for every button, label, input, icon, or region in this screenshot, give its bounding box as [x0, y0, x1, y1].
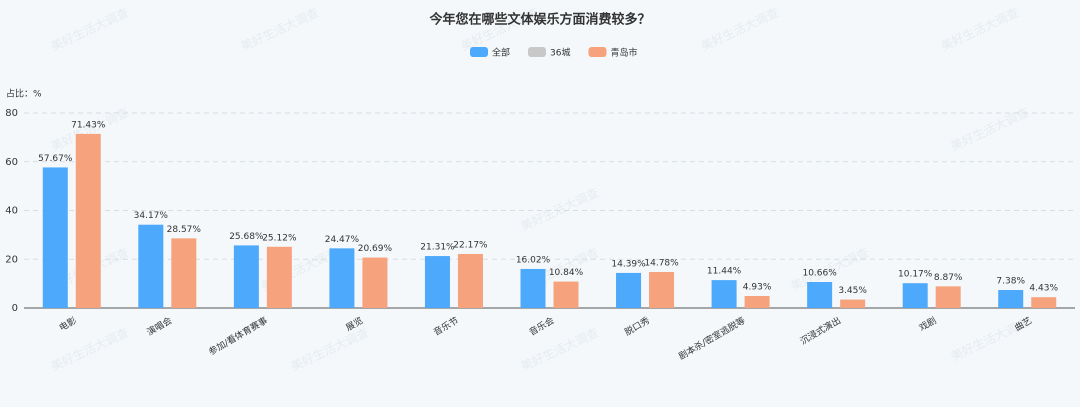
value-label: 34.17%: [134, 211, 169, 221]
y-axis-label: 占比：%: [6, 88, 42, 100]
bar: [520, 268, 546, 308]
bar: [138, 224, 164, 308]
y-tick-label: 80: [5, 108, 18, 119]
bar: [362, 257, 388, 308]
bar: [553, 281, 579, 308]
legend: 全部 36城 青岛市: [470, 47, 637, 59]
value-label: 11.44%: [707, 267, 742, 277]
value-label: 20.69%: [358, 244, 393, 254]
bar: [233, 245, 259, 308]
value-label: 14.78%: [644, 258, 679, 268]
value-label: 21.31%: [420, 243, 455, 253]
bar: [807, 282, 833, 308]
value-label: 10.84%: [549, 268, 584, 278]
value-label: 25.12%: [262, 233, 297, 243]
bar: [171, 238, 197, 308]
bar: [649, 271, 675, 308]
legend-label: 青岛市: [610, 47, 637, 59]
value-label: 22.17%: [453, 240, 488, 250]
chart-title: 今年您在哪些文体娱乐方面消费较多？: [428, 12, 650, 28]
bar: [902, 283, 928, 308]
value-label: 14.39%: [611, 259, 646, 269]
y-tick-label: 60: [5, 157, 18, 168]
legend-swatch: [470, 47, 488, 57]
value-label: 24.47%: [325, 235, 360, 245]
value-label: 7.38%: [996, 277, 1025, 287]
value-label: 16.02%: [516, 255, 551, 265]
value-label: 3.45%: [838, 286, 867, 296]
bar: [424, 256, 450, 308]
y-tick-label: 20: [5, 254, 18, 265]
value-label: 10.66%: [802, 269, 837, 279]
value-label: 71.43%: [71, 120, 106, 130]
bar: [1031, 297, 1057, 308]
bar: [711, 280, 737, 308]
value-label: 4.43%: [1029, 284, 1058, 294]
bar: [329, 248, 355, 308]
bar: [998, 290, 1024, 308]
legend-label: 全部: [492, 47, 510, 59]
bar: [457, 253, 483, 308]
bar: [42, 167, 68, 308]
bar: [840, 299, 866, 308]
legend-label: 36城: [550, 48, 570, 59]
value-label: 25.68%: [229, 232, 264, 242]
bar: [744, 295, 770, 308]
y-tick-label: 40: [5, 206, 18, 217]
bar: [266, 246, 292, 308]
legend-swatch: [588, 47, 607, 57]
bar: [935, 286, 961, 308]
bar: [616, 272, 642, 308]
value-label: 4.93%: [743, 282, 772, 292]
bar: [75, 133, 101, 308]
value-label: 8.87%: [934, 273, 963, 283]
y-tick-label: 0: [12, 303, 18, 314]
value-label: 28.57%: [167, 225, 202, 235]
legend-swatch: [528, 47, 547, 57]
value-label: 57.67%: [38, 154, 73, 164]
value-label: 10.17%: [898, 270, 933, 280]
